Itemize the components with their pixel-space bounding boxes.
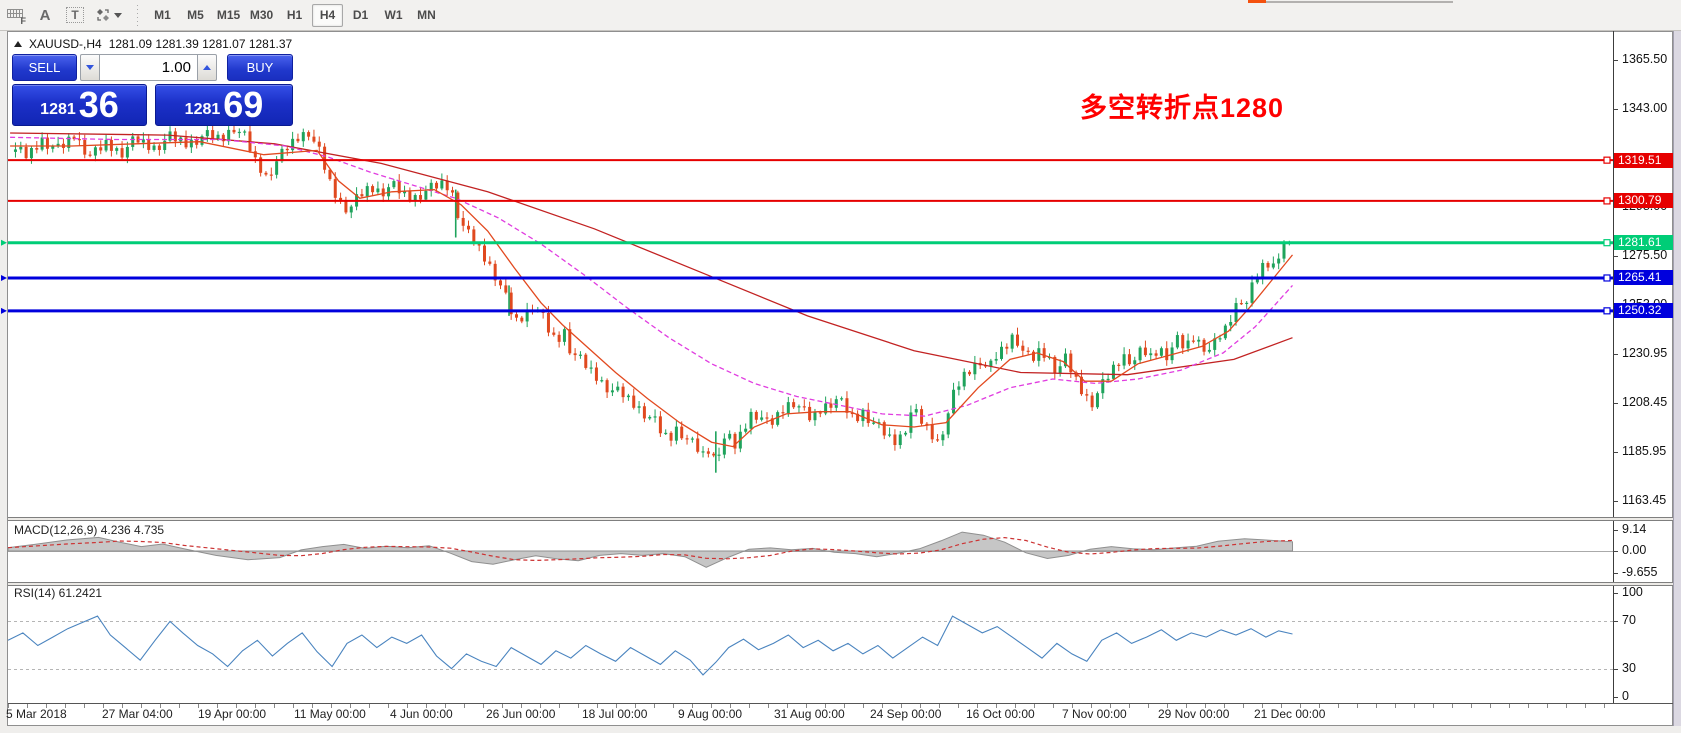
toolbar-gray-line	[1266, 1, 1453, 3]
price-tick-5: 1230.95	[1622, 346, 1668, 360]
toolbar-separator	[135, 4, 140, 26]
chart-annotation-text: 多空转折点1280	[1080, 93, 1285, 123]
chart-canvas[interactable]	[7, 31, 1673, 726]
rsi-tick-0: 100	[1622, 585, 1643, 599]
main-toolbar: F A T M1 M5 M15 M30 H1 H4 D1 W1 MN	[0, 0, 1681, 31]
price-tick-6-dash	[1613, 403, 1618, 404]
rsi-tick-3: 0	[1622, 689, 1629, 703]
time-label-12: 29 Nov 00:00	[1158, 707, 1230, 721]
price-tick-1: 1343.00	[1622, 101, 1668, 115]
price-tick-8: 1163.45	[1622, 493, 1667, 507]
rsi-tick-2: 30	[1622, 661, 1636, 675]
sell-price-button[interactable]: 1281 36	[12, 84, 147, 126]
price-line-badge-1300.79: 1300.79	[1614, 193, 1673, 209]
sell-price-main: 1281	[40, 101, 76, 118]
sell-button[interactable]: SELL	[12, 54, 77, 81]
tf-w1-button[interactable]: W1	[384, 8, 403, 22]
macd-tick-1-dash	[1613, 551, 1618, 552]
rsi-tick-0-dash	[1613, 593, 1618, 594]
price-tick-1-dash	[1613, 109, 1618, 110]
price-tick-7: 1185.95	[1622, 444, 1667, 458]
time-label-4: 4 Jun 00:00	[390, 707, 453, 721]
chevron-down-icon	[114, 12, 122, 18]
macd-tick-0-dash	[1613, 530, 1618, 531]
time-label-9: 24 Sep 00:00	[870, 707, 942, 721]
tf-m15-button[interactable]: M15	[216, 8, 241, 22]
one-click-trading-panel: SELL BUY 1281 36 1281 69	[12, 54, 295, 126]
ohlc-values: 1281.09 1281.39 1281.07 1281.37	[108, 37, 293, 51]
macd-tick-2-dash	[1613, 573, 1618, 574]
price-line-badge-1319.51: 1319.51	[1614, 152, 1673, 168]
macd-rsi-splitter[interactable]	[8, 582, 1673, 586]
chart-grid-f-icon[interactable]: F	[2, 3, 28, 27]
time-label-3: 11 May 00:00	[294, 707, 366, 721]
volume-increment-button[interactable]	[197, 54, 217, 81]
rsi-tick-3-dash	[1613, 697, 1618, 698]
chart-header: XAUUSD-,H4 1281.09 1281.39 1281.07 1281.…	[14, 37, 292, 51]
price-line-badge-1265.41: 1265.41	[1614, 270, 1673, 286]
macd-tick-1: 0.00	[1622, 543, 1647, 557]
price-tick-3-dash	[1613, 256, 1618, 257]
tf-m30-button[interactable]: M30	[249, 8, 274, 22]
time-label-8: 31 Aug 00:00	[774, 707, 845, 721]
price-tick-0: 1365.50	[1622, 52, 1668, 66]
price-tick-7-dash	[1613, 452, 1618, 453]
time-label-0: 5 Mar 2018	[6, 707, 67, 721]
symbol-timeframe-label: XAUUSD-,H4	[29, 37, 102, 51]
price-tick-3: 1275.50	[1622, 248, 1668, 262]
sell-price-pips: 36	[78, 84, 119, 125]
time-label-5: 26 Jun 00:00	[486, 707, 556, 721]
tf-m5-button[interactable]: M5	[187, 8, 204, 22]
price-line-badge-1250.32: 1250.32	[1614, 303, 1673, 319]
time-label-1: 27 Mar 04:00	[102, 707, 173, 721]
insert-text-icon[interactable]: A	[39, 6, 51, 24]
rsi-tick-1: 70	[1622, 613, 1636, 627]
price-tick-6: 1208.45	[1622, 395, 1668, 409]
arrow-up-icon	[203, 65, 211, 70]
buy-price-main: 1281	[184, 101, 221, 118]
time-label-10: 16 Oct 00:00	[966, 707, 1035, 721]
rsi-indicator-label: RSI(14) 61.2421	[14, 586, 103, 600]
grid-dots-icon	[7, 9, 23, 21]
time-label-2: 19 Apr 00:00	[198, 707, 267, 721]
time-axis-separator	[8, 703, 1673, 704]
rsi-tick-1-dash	[1613, 621, 1618, 622]
grid-f-letter: F	[20, 16, 27, 26]
price-tick-8-dash	[1613, 501, 1618, 502]
tf-mn-button[interactable]: MN	[417, 8, 436, 22]
buy-price-button[interactable]: 1281 69	[155, 84, 293, 126]
macd-indicator-label: MACD(12,26,9) 4.236 4.735	[14, 523, 165, 537]
time-label-7: 9 Aug 00:00	[678, 707, 743, 721]
macd-tick-0: 9.14	[1622, 522, 1647, 536]
price-line-badge-1281.61: 1281.61	[1614, 235, 1673, 251]
macd-tick-2: -9.655	[1622, 565, 1658, 579]
tf-h4-button[interactable]: H4	[312, 3, 343, 27]
buy-price-pips: 69	[223, 84, 264, 125]
arrows-tool-icon[interactable]	[92, 3, 125, 27]
price-axis-separator	[1613, 31, 1614, 703]
buy-button[interactable]: BUY	[227, 54, 293, 81]
volume-input[interactable]	[100, 54, 197, 81]
main-macd-splitter[interactable]	[8, 517, 1673, 521]
rsi-tick-2-dash	[1613, 669, 1618, 670]
arrow-down-icon	[86, 65, 94, 70]
time-label-6: 18 Jul 00:00	[582, 707, 648, 721]
collapse-triangle-icon[interactable]	[14, 41, 22, 47]
price-tick-0-dash	[1613, 60, 1618, 61]
diamond-arrows-icon	[97, 9, 109, 21]
tf-d1-button[interactable]: D1	[352, 8, 369, 22]
right-scroll-strip[interactable]	[1673, 31, 1681, 726]
time-label-13: 21 Dec 00:00	[1254, 707, 1326, 721]
text-label-icon[interactable]: T	[62, 3, 88, 27]
tf-m1-button[interactable]: M1	[154, 8, 171, 22]
toolbar-orange-marker	[1248, 0, 1266, 3]
time-label-11: 7 Nov 00:00	[1062, 707, 1127, 721]
volume-decrement-button[interactable]	[80, 54, 100, 81]
price-tick-5-dash	[1613, 354, 1618, 355]
time-axis-ticks	[8, 704, 1613, 708]
tf-h1-button[interactable]: H1	[286, 8, 303, 22]
